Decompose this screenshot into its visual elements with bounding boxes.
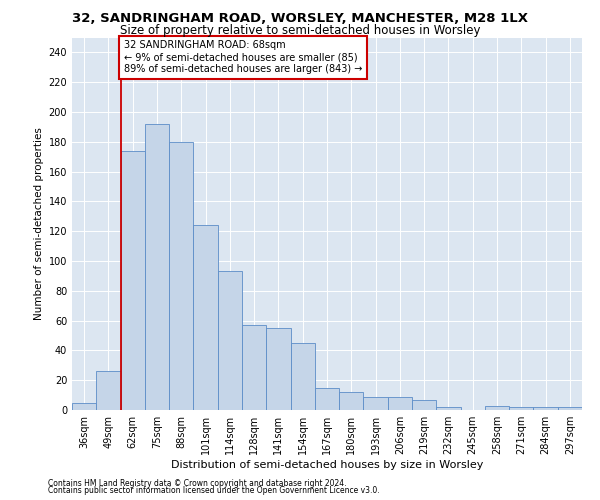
Text: Size of property relative to semi-detached houses in Worsley: Size of property relative to semi-detach… [120, 24, 480, 37]
Bar [558, 407, 582, 410]
Bar [533, 407, 558, 410]
Bar [485, 406, 509, 410]
Bar [193, 225, 218, 410]
Bar [388, 396, 412, 410]
Bar [242, 325, 266, 410]
Bar [145, 124, 169, 410]
Bar [169, 142, 193, 410]
Bar [72, 402, 96, 410]
Bar [266, 328, 290, 410]
Bar [339, 392, 364, 410]
Bar [315, 388, 339, 410]
X-axis label: Distribution of semi-detached houses by size in Worsley: Distribution of semi-detached houses by … [171, 460, 483, 470]
Text: 32 SANDRINGHAM ROAD: 68sqm
← 9% of semi-detached houses are smaller (85)
89% of : 32 SANDRINGHAM ROAD: 68sqm ← 9% of semi-… [124, 40, 362, 74]
Text: Contains public sector information licensed under the Open Government Licence v3: Contains public sector information licen… [48, 486, 380, 495]
Bar [436, 407, 461, 410]
Bar [218, 272, 242, 410]
Bar [121, 150, 145, 410]
Bar [364, 396, 388, 410]
Text: 32, SANDRINGHAM ROAD, WORSLEY, MANCHESTER, M28 1LX: 32, SANDRINGHAM ROAD, WORSLEY, MANCHESTE… [72, 12, 528, 26]
Text: Contains HM Land Registry data © Crown copyright and database right 2024.: Contains HM Land Registry data © Crown c… [48, 478, 347, 488]
Bar [509, 407, 533, 410]
Bar [96, 372, 121, 410]
Y-axis label: Number of semi-detached properties: Number of semi-detached properties [34, 128, 44, 320]
Bar [412, 400, 436, 410]
Bar [290, 343, 315, 410]
